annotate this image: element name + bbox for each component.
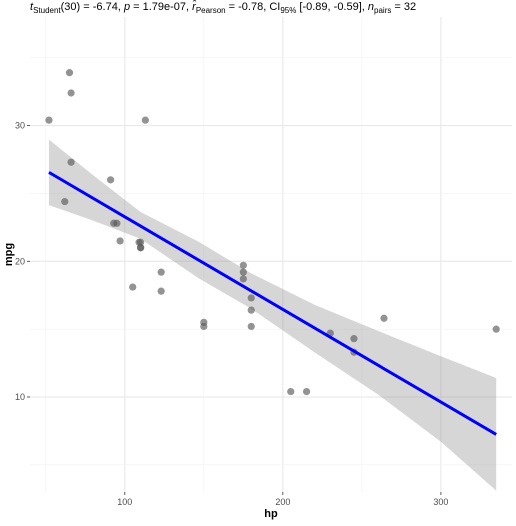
ci-subscript: 95% [280,6,297,16]
y-axis-ticks: 10 20 30 [15,121,30,402]
x-tick-label: 200 [275,497,290,507]
ci-value: [-0.89, -0.59], [296,1,368,13]
x-axis-ticks: 100 200 300 [117,492,448,507]
n-symbol: n [367,1,375,13]
r-subscript: Pearson [195,6,226,16]
data-point [239,268,247,276]
y-tick-label: 30 [15,121,25,131]
data-point [67,89,75,97]
data-point [247,306,255,314]
n-subscript: pairs [374,6,392,16]
data-point [492,325,500,333]
data-point [380,314,388,322]
data-point [137,238,145,246]
data-point [247,294,255,302]
data-point [350,335,358,343]
data-point [116,237,124,245]
data-point [141,116,149,124]
p-value: = 1.79e-07, [130,1,193,13]
data-point [302,387,311,396]
data-point [129,283,137,291]
t-symbol: t [30,1,34,13]
p-symbol: p [123,1,131,13]
data-point [157,287,165,295]
data-point [137,244,145,252]
x-tick-label: 300 [433,497,448,507]
y-tick-label: 10 [15,392,25,402]
y-axis-title: mpg [3,243,15,266]
regression-line [48,171,497,436]
n-value: = 32 [391,1,417,13]
data-point [239,275,247,283]
confidence-band [48,139,497,491]
t-subscript: Student [33,6,61,16]
data-point [45,116,53,124]
x-tick-label: 100 [117,497,132,507]
x-axis-title: hp [264,508,278,520]
data-point [287,387,295,396]
data-point [200,318,208,326]
data-points [45,69,500,396]
y-tick-label: 20 [15,256,25,266]
gridlines [30,17,512,492]
r-value: = -0.78, CI [225,1,281,13]
chart-subtitle: tStudent(30) = -6.74, p = 1.79e-07, r̂Pe… [30,1,416,15]
data-point [247,322,255,331]
data-point [61,197,69,206]
data-point [239,261,247,269]
data-point [113,219,121,227]
data-point [67,158,75,166]
t-value: (30) = -6.74, [60,1,124,13]
data-point [65,69,74,77]
data-point [157,268,165,276]
r-symbol: r̂ [192,1,196,13]
data-point [106,176,115,184]
